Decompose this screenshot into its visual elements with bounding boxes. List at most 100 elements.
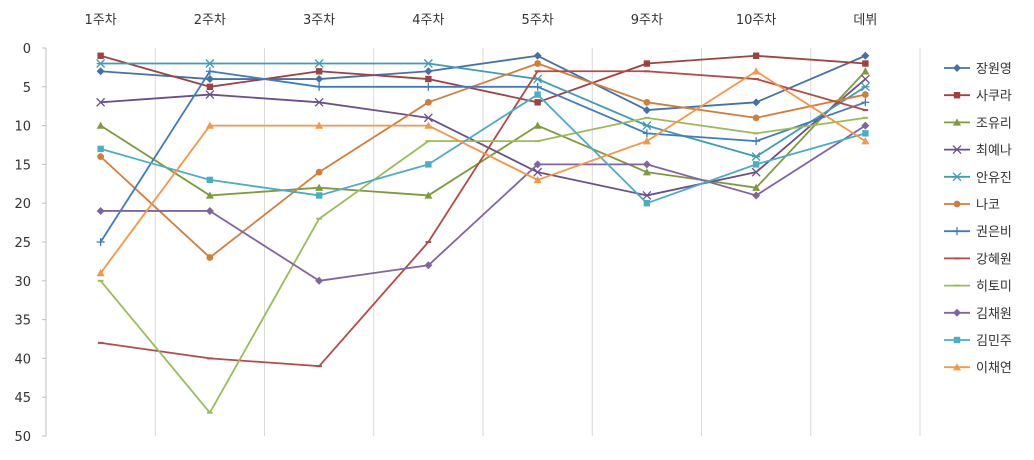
series-line bbox=[100, 124, 866, 282]
y-tick-label: 40 bbox=[14, 352, 31, 367]
series-9 bbox=[97, 116, 869, 414]
point-marker bbox=[860, 82, 870, 92]
point-marker bbox=[533, 175, 542, 184]
point-marker bbox=[425, 161, 432, 168]
point-marker bbox=[952, 145, 962, 155]
legend-label: 조유리 bbox=[976, 116, 1012, 131]
legend-label: 이채연 bbox=[976, 361, 1012, 376]
y-tick-label: 45 bbox=[14, 391, 31, 406]
point-marker bbox=[206, 176, 214, 184]
x-tick-label: 2주차 bbox=[194, 13, 226, 28]
point-marker bbox=[96, 67, 105, 76]
point-marker bbox=[861, 137, 870, 145]
point-marker bbox=[533, 167, 543, 177]
legend-label: 권은비 bbox=[976, 225, 1012, 240]
point-marker bbox=[206, 254, 214, 261]
legend-label: 최예나 bbox=[976, 144, 1012, 159]
point-marker bbox=[752, 98, 761, 107]
legend-label: 나코 bbox=[976, 198, 1000, 213]
point-marker bbox=[96, 59, 106, 68]
point-marker bbox=[752, 52, 760, 59]
series-2 bbox=[97, 52, 869, 106]
point-marker bbox=[643, 60, 651, 67]
point-marker bbox=[96, 206, 105, 215]
point-marker bbox=[642, 121, 652, 131]
point-marker bbox=[534, 99, 541, 106]
legend-label: 강혜원 bbox=[976, 252, 1012, 267]
series-line bbox=[100, 93, 866, 205]
x-tick-label: 데뷔 bbox=[853, 13, 877, 28]
series-11 bbox=[97, 91, 869, 207]
series-12 bbox=[96, 67, 870, 277]
legend-label: 김민주 bbox=[976, 334, 1012, 349]
x-tick-label: 3주차 bbox=[303, 13, 335, 28]
y-tick-label: 5 bbox=[23, 81, 31, 96]
point-marker bbox=[861, 98, 870, 107]
series-5 bbox=[96, 59, 870, 162]
point-marker bbox=[97, 145, 104, 153]
point-marker bbox=[642, 106, 651, 115]
point-marker bbox=[424, 191, 433, 199]
point-marker bbox=[96, 97, 106, 107]
y-tick-label: 15 bbox=[14, 158, 31, 173]
point-marker bbox=[642, 129, 651, 138]
legend-item: 최예나 bbox=[944, 144, 1012, 159]
point-marker bbox=[953, 308, 961, 317]
point-marker bbox=[423, 113, 433, 123]
point-marker bbox=[424, 121, 433, 129]
point-marker bbox=[861, 121, 870, 130]
legend-item: 나코 bbox=[944, 198, 1000, 213]
series-line bbox=[100, 62, 866, 259]
point-marker bbox=[424, 98, 432, 106]
point-marker bbox=[953, 336, 961, 344]
series-group bbox=[96, 51, 870, 414]
x-tick-label: 1주차 bbox=[85, 13, 117, 28]
legend-item: 김민주 bbox=[944, 334, 1012, 349]
point-marker bbox=[752, 161, 760, 168]
point-marker bbox=[205, 90, 215, 100]
series-10 bbox=[96, 121, 870, 285]
x-tick-label: 5주차 bbox=[522, 13, 554, 28]
point-marker bbox=[953, 200, 961, 208]
point-marker bbox=[752, 191, 761, 200]
point-marker bbox=[751, 167, 761, 177]
series-1 bbox=[96, 51, 870, 115]
point-marker bbox=[861, 51, 870, 60]
point-marker bbox=[315, 75, 324, 84]
point-marker bbox=[425, 75, 432, 83]
point-marker bbox=[205, 191, 214, 199]
point-marker bbox=[424, 82, 433, 91]
series-line bbox=[99, 70, 866, 243]
point-marker bbox=[315, 276, 324, 285]
series-7 bbox=[96, 67, 870, 246]
legend-label: 장원영 bbox=[976, 62, 1012, 77]
point-marker bbox=[97, 52, 104, 59]
point-marker bbox=[424, 67, 433, 76]
point-marker bbox=[315, 68, 323, 75]
point-marker bbox=[862, 60, 869, 67]
point-marker bbox=[315, 121, 324, 129]
point-marker bbox=[643, 200, 651, 207]
series-line bbox=[100, 54, 866, 111]
legend-label: 히토미 bbox=[976, 280, 1012, 295]
point-marker bbox=[752, 67, 761, 75]
series-line bbox=[100, 54, 866, 104]
point-marker bbox=[205, 59, 215, 68]
y-tick-label: 0 bbox=[23, 42, 31, 57]
legend-item: 안유진 bbox=[944, 171, 1012, 186]
point-marker bbox=[314, 97, 324, 107]
y-tick-label: 35 bbox=[14, 314, 31, 329]
point-marker bbox=[533, 51, 542, 60]
legend-item: 권은비 bbox=[944, 225, 1012, 240]
point-marker bbox=[642, 160, 651, 169]
x-tick-label: 4주차 bbox=[412, 13, 444, 28]
legend-item: 히토미 bbox=[944, 280, 1012, 295]
legend-label: 사쿠라 bbox=[976, 89, 1012, 104]
point-marker bbox=[533, 82, 542, 91]
point-marker bbox=[424, 261, 433, 270]
point-marker bbox=[642, 190, 652, 200]
y-tick-label: 30 bbox=[14, 275, 31, 290]
point-marker bbox=[315, 192, 323, 199]
